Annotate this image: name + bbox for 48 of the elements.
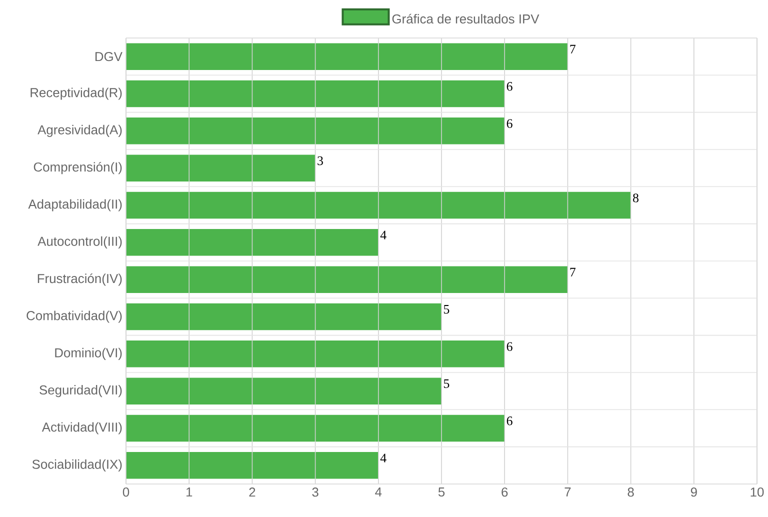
y-tick-label: Combatividad(V) (26, 310, 122, 323)
data-label: 4 (380, 230, 386, 240)
data-label: 4 (380, 454, 386, 462)
x-tick-label: 9 (690, 488, 697, 497)
data-label: 6 (506, 119, 512, 128)
y-tick-label: Comprensión(I) (34, 162, 122, 174)
bar (126, 154, 316, 182)
x-tick-label: 8 (628, 488, 634, 497)
x-tick-label: 6 (502, 488, 508, 497)
bar (126, 80, 505, 108)
bar (126, 303, 442, 330)
y-tick-label: Seguridad(VII) (40, 385, 122, 398)
x-tick-label: 2 (249, 488, 256, 497)
data-label: 6 (506, 82, 512, 91)
y-tick-label: Adaptabilidad(II) (28, 199, 122, 212)
data-label: 5 (444, 305, 450, 314)
y-tick-label: Sociabilidad(IX) (32, 459, 122, 472)
y-tick-label: Receptividad(R) (30, 88, 122, 100)
bar (126, 118, 505, 144)
x-tick-label: 5 (438, 488, 445, 497)
bar (126, 340, 505, 368)
x-tick-label: 4 (375, 488, 382, 496)
y-tick-label: Dominio(VI) (55, 348, 122, 360)
data-label: 6 (506, 416, 512, 426)
data-label: 7 (570, 268, 576, 276)
x-tick-label: 1 (186, 488, 192, 496)
data-label: 7 (570, 44, 576, 54)
data-label: 5 (444, 379, 450, 388)
bar (126, 43, 568, 70)
x-tick-label: 0 (122, 488, 130, 497)
y-tick-label: Actividad(VIII) (42, 422, 122, 434)
data-label: 8 (633, 194, 638, 202)
y-tick-label: DGV (95, 52, 122, 62)
bar (126, 378, 442, 404)
x-tick-label: 10 (750, 488, 764, 497)
bar (126, 192, 631, 219)
legend-label: Gráfica de resultados IPV (392, 14, 540, 24)
data-label: 6 (506, 342, 512, 351)
bar (126, 452, 378, 479)
bar (126, 266, 568, 293)
x-tick-label: 3 (312, 488, 318, 497)
y-tick-label: Frustración(IV) (38, 273, 122, 286)
x-tick-label: 7 (564, 488, 571, 496)
y-tick-label: Agresividad(A) (38, 124, 122, 137)
bar (126, 229, 378, 256)
y-tick-label: Autocontrol(III) (38, 236, 122, 248)
bar (126, 414, 505, 442)
data-label: 3 (318, 156, 323, 166)
